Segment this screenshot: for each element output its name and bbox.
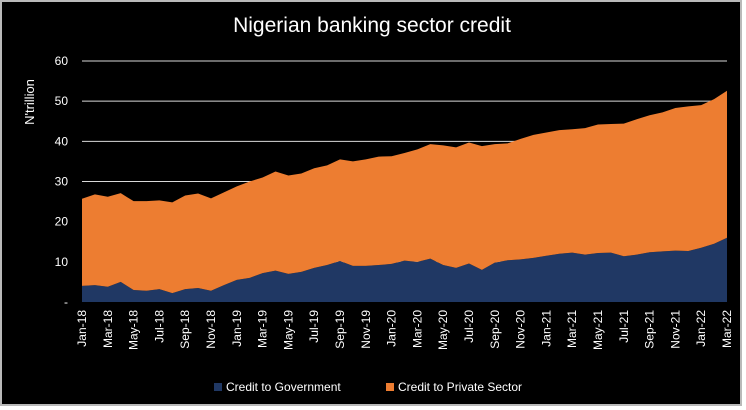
x-tick-label: Mar-19	[256, 310, 270, 348]
x-tick-label: May-21	[591, 310, 605, 350]
x-tick-label: Sep-20	[488, 310, 502, 349]
x-tick-label: May-18	[127, 310, 141, 350]
x-tick-label: Jan-19	[230, 310, 244, 347]
x-tick-label: Nov-18	[204, 310, 218, 349]
x-tick-label: Jul-21	[617, 310, 631, 343]
chart-title: Nigerian banking sector credit	[233, 14, 511, 37]
x-tick-label: Jan-21	[539, 310, 553, 347]
x-tick-label: Mar-22	[720, 310, 734, 348]
y-tick-label: 30	[55, 175, 69, 189]
legend: Credit to Government Credit to Private Se…	[214, 380, 522, 394]
x-tick-label: Jul-19	[307, 310, 321, 343]
x-tick-label: Mar-21	[565, 310, 579, 348]
legend-label: Credit to Private Sector	[398, 380, 522, 394]
legend-label: Credit to Government	[226, 380, 341, 394]
legend-swatch	[386, 383, 394, 391]
area-credit-to-private-sector	[82, 90, 727, 294]
x-tick-label: Sep-18	[178, 310, 192, 349]
x-tick-label: Jul-18	[152, 310, 166, 343]
legend-swatch	[214, 383, 222, 391]
x-tick-label: Nov-21	[668, 310, 682, 349]
y-tick-label: 20	[55, 215, 69, 229]
y-axis-title: N'trillion	[22, 79, 37, 125]
x-tick-label: May-20	[436, 310, 450, 350]
y-tick-label: 10	[55, 255, 69, 269]
x-tick-label: Jan-18	[75, 310, 89, 347]
y-tick-labels: - 10 20 30 40 50 60	[55, 54, 69, 309]
x-tick-label: Sep-21	[643, 310, 657, 349]
x-tick-label: Jul-20	[462, 310, 476, 343]
x-tick-label: Mar-20	[410, 310, 424, 348]
x-tick-label: Jan-20	[385, 310, 399, 347]
x-tick-label: Jan-22	[694, 310, 708, 347]
x-tick-label: Mar-18	[101, 310, 115, 348]
x-tick-label: Nov-19	[359, 310, 373, 349]
x-tick-label: Sep-19	[333, 310, 347, 349]
x-tick-labels: Jan-18 Mar-18 May-18 Jul-18 Sep-18 Nov-18 Jan-…	[75, 310, 734, 350]
y-tick-label: 50	[55, 94, 69, 108]
y-tick-label: 40	[55, 134, 69, 148]
area-credit-to-government	[82, 237, 727, 302]
y-tick-label: 60	[55, 54, 69, 68]
area-series	[82, 90, 727, 302]
y-tick-label: -	[64, 295, 68, 309]
x-tick-label: May-19	[281, 310, 295, 350]
x-tick-label: Nov-20	[514, 310, 528, 349]
